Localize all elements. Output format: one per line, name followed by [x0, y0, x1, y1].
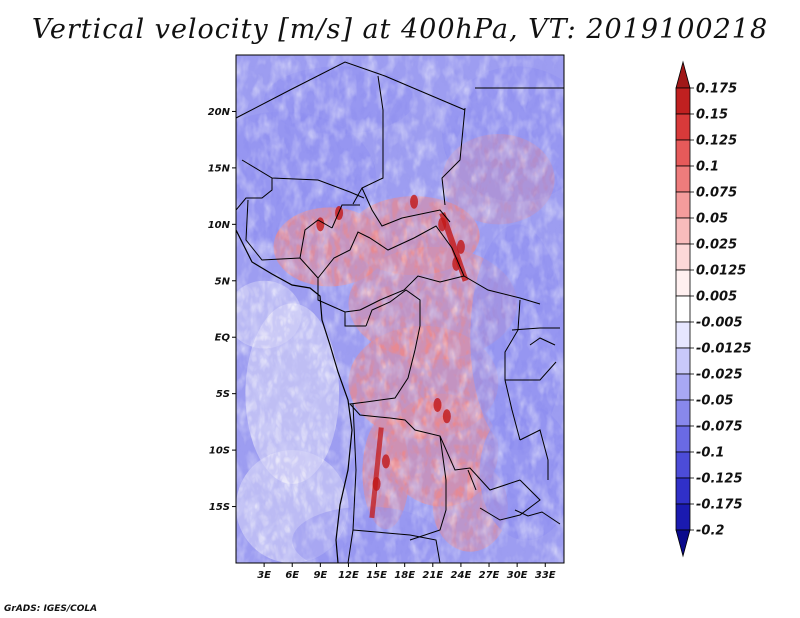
colorbar-swatch: [675, 451, 691, 479]
map-frame: [235, 54, 565, 564]
colorbar-swatch: [675, 503, 691, 531]
lon-tick-label: 9E: [313, 570, 327, 581]
grads-credit: GrADS: IGES/COLA: [4, 604, 98, 614]
lon-tick-label: 27E: [479, 570, 500, 581]
colorbar-label: 0.025: [696, 238, 737, 253]
colorbar-label: 0.1: [696, 160, 719, 175]
lon-tick-label: 30E: [507, 570, 528, 581]
colorbar-swatch: [675, 60, 691, 89]
strong-updraft-cell: [433, 397, 442, 412]
colorbar-swatch: [675, 269, 691, 297]
lon-tick-label: 33E: [535, 570, 556, 581]
colorbar-swatch: [675, 165, 691, 193]
colorbar-swatch: [675, 347, 691, 375]
colorbar-swatch: [675, 191, 691, 219]
colorbar-label: -0.125: [696, 472, 743, 487]
colorbar-swatch: [675, 321, 691, 349]
strong-updraft-cell: [410, 194, 419, 209]
strong-updraft-cell: [456, 239, 465, 254]
colorbar-label: -0.175: [696, 498, 743, 513]
colorbar-label: 0.175: [696, 82, 737, 97]
colorbar-label: -0.0125: [696, 342, 752, 357]
colorbar-label: -0.1: [696, 446, 724, 461]
lat-tick-label: 20N: [208, 107, 231, 118]
latitude-axis: 20N 15N 10N 5N EQ 5S 10S 15S: [208, 107, 236, 513]
strong-updraft-cell: [316, 217, 325, 232]
lon-tick-label: 24E: [451, 570, 472, 581]
colorbar-label: 0.005: [696, 290, 737, 305]
lon-tick-label: 21E: [422, 570, 443, 581]
colorbar-label: -0.005: [696, 316, 743, 331]
colorbar-label: -0.05: [696, 394, 733, 409]
lon-tick-label: 18E: [394, 570, 415, 581]
coastline: [236, 229, 353, 563]
lat-tick-label: 5N: [215, 276, 231, 287]
colorbar-label: 0.125: [696, 134, 737, 149]
lat-tick-label: EQ: [215, 333, 231, 344]
lat-tick-label: 15S: [209, 502, 230, 513]
strong-updraft-cell: [442, 409, 451, 424]
colorbar-swatch: [675, 477, 691, 505]
colorbar-label: 0.075: [696, 186, 737, 201]
colorbar-label: -0.025: [696, 368, 743, 383]
colorbar-swatch: [675, 529, 691, 558]
colorbar-swatch: [675, 217, 691, 245]
colorbar-label: 0.15: [696, 108, 728, 123]
lon-tick-label: 6E: [285, 570, 299, 581]
vertical-velocity-field: [236, 55, 564, 563]
colorbar-swatch: [675, 295, 691, 323]
longitude-axis: 3E 6E 9E 12E 15E 18E 21E 24E 27E 30E 33E: [257, 563, 556, 581]
strong-updraft-band: [369, 427, 384, 519]
colorbar-swatch: [675, 139, 691, 167]
colorbar-swatch: [675, 373, 691, 401]
strong-updraft-cell: [381, 454, 390, 469]
colorbar-label: 0.05: [696, 212, 728, 227]
colorbar-label: -0.075: [696, 420, 743, 435]
colorbar-swatch: [675, 425, 691, 453]
colorbar-swatch: [675, 113, 691, 141]
lat-tick-label: 15N: [208, 163, 231, 174]
country-borders: [236, 61, 564, 563]
lat-tick-label: 10S: [209, 446, 230, 457]
lon-tick-label: 3E: [257, 570, 271, 581]
colorbar-swatch: [675, 399, 691, 427]
lat-tick-label: 10N: [208, 220, 231, 231]
lon-tick-label: 15E: [366, 570, 387, 581]
colorbar-label: -0.2: [696, 524, 724, 539]
lat-tick-label: 5S: [216, 389, 230, 400]
colorbar-swatch: [675, 87, 691, 115]
colorbar-label: 0.0125: [696, 264, 746, 279]
chart-title: Vertical velocity [m/s] at 400hPa, VT: 2…: [31, 14, 769, 45]
colorbar-swatch: [675, 243, 691, 271]
colorbar: 0.175 0.15 0.125 0.1 0.075 0.05 0.025 0.0125 0.0…: [675, 60, 752, 558]
lon-tick-label: 12E: [338, 570, 359, 581]
